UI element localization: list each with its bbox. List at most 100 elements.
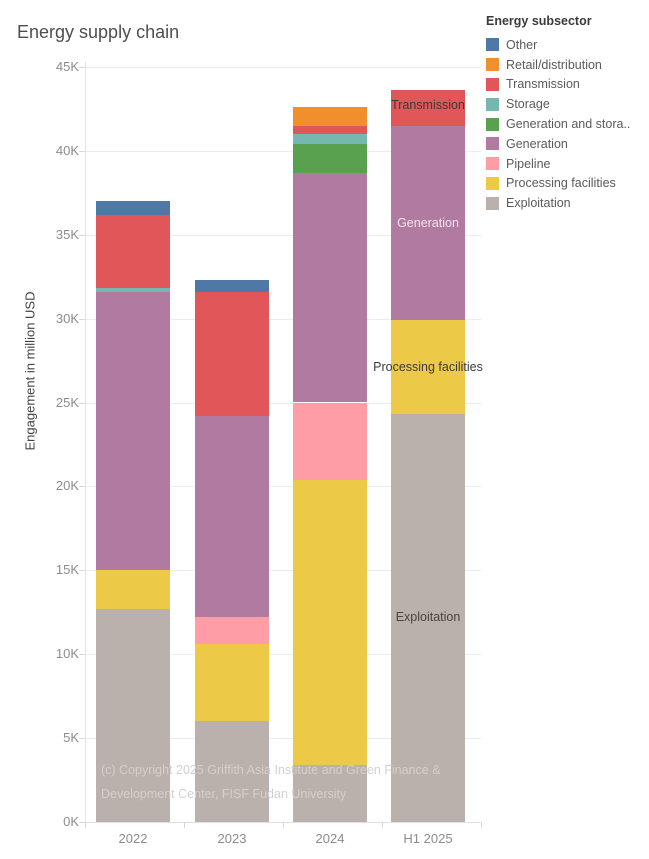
legend-item-processing-facilities[interactable]: Processing facilities: [486, 174, 648, 194]
bar-segment-2024-generation-and-storage[interactable]: [293, 144, 367, 173]
bar-label-processing-facilities: Processing facilities: [373, 360, 483, 375]
legend-item-generation[interactable]: Generation: [486, 134, 648, 154]
legend-label-generation-and-stora: Generation and stora..: [506, 117, 631, 132]
bar-segment-2024-retail-distribution[interactable]: [293, 107, 367, 126]
copyright-note: (c) Copyright 2025 Griffith Asia Institu…: [101, 758, 441, 806]
gridline-30k: [85, 318, 481, 320]
gridline-25k: [85, 402, 481, 404]
bar-segment-2022-storage[interactable]: [96, 288, 170, 292]
gridline-15k: [85, 570, 481, 572]
bar-segment-2024-pipeline[interactable]: [293, 402, 367, 480]
gridline-20k: [85, 486, 481, 488]
legend-label-exploitation: Exploitation: [506, 196, 571, 211]
legend-swatch-generation: [486, 137, 499, 151]
y-axis-tick-40k: [79, 150, 85, 152]
legend-item-generation-and-stora[interactable]: Generation and stora..: [486, 114, 648, 134]
bar-label-transmission: Transmission: [391, 98, 465, 113]
legend-swatch-transmission: [486, 77, 499, 91]
y-tick-label-25k: 25K: [55, 394, 79, 410]
x-axis-tick: [85, 822, 86, 828]
gridline-45k: [85, 66, 481, 68]
bar-segment-2024-generation[interactable]: [293, 172, 367, 403]
y-axis-line: [85, 62, 86, 822]
legend-label-other: Other: [506, 37, 538, 52]
y-axis-tick-5k: [79, 738, 85, 740]
bar-segment-2022-generation[interactable]: [96, 291, 170, 571]
legend-swatch-exploitation: [486, 196, 499, 210]
copyright-line-1: (c) Copyright 2025 Griffith Asia Institu…: [101, 763, 441, 777]
x-tick-label-2023: 2023: [217, 831, 247, 846]
legend-swatch-retail-distribution: [486, 58, 499, 72]
bar-segment-2024-exploitation[interactable]: [293, 764, 367, 822]
y-axis-tick-25k: [79, 402, 85, 404]
y-axis-tick-10k: [79, 654, 85, 656]
legend-label-storage: Storage: [506, 97, 550, 112]
legend-swatch-generation-and-stora: [486, 117, 499, 131]
y-axis-tick-30k: [79, 318, 85, 320]
legend-item-exploitation[interactable]: Exploitation: [486, 193, 648, 213]
legend-label-processing-facilities: Processing facilities: [506, 176, 616, 191]
bar-segment-2022-exploitation[interactable]: [96, 608, 170, 822]
legend-label-transmission: Transmission: [506, 77, 580, 92]
y-tick-label-15k: 15K: [55, 562, 79, 578]
bar-segment-2022-other[interactable]: [96, 201, 170, 215]
gridline-10k: [85, 654, 481, 656]
bar-segment-2022-processing-facilities[interactable]: [96, 570, 170, 609]
y-tick-label-40k: 40K: [55, 142, 79, 158]
x-axis-tick: [481, 822, 482, 828]
y-axis-tick-45k: [79, 66, 85, 68]
y-tick-label-35k: 35K: [55, 226, 79, 242]
y-tick-label-20k: 20K: [55, 478, 79, 494]
bar-segment-2024-transmission[interactable]: [293, 125, 367, 134]
copyright-line-2: Development Center, FISF Fudan Universit…: [101, 787, 347, 801]
x-axis-tick: [283, 822, 284, 828]
legend-swatch-storage: [486, 97, 499, 111]
gridline-5k: [85, 738, 481, 740]
bar-segment-2024-processing-facilities[interactable]: [293, 479, 367, 765]
legend-label-generation: Generation: [506, 136, 568, 151]
x-tick-label-2022: 2022: [118, 831, 148, 846]
bar-segment-h1-2025-exploitation[interactable]: [391, 414, 465, 822]
legend-title: Energy subsector: [486, 14, 592, 28]
legend-item-pipeline[interactable]: Pipeline: [486, 154, 648, 174]
bar-segment-h1-2025-transmission[interactable]: [391, 90, 465, 126]
legend: Energy subsector Other Retail/distributio…: [486, 14, 648, 213]
bar-label-exploitation: Exploitation: [395, 610, 461, 625]
y-tick-label-30k: 30K: [55, 310, 79, 326]
bar-segment-2023-other[interactable]: [195, 280, 269, 292]
y-axis-tick-15k: [79, 570, 85, 572]
y-tick-label-45k: 45K: [55, 58, 79, 74]
x-tick-label-2024: 2024: [315, 831, 345, 846]
gridline-35k: [85, 234, 481, 236]
y-tick-label-0k: 0K: [63, 814, 79, 829]
bar-segment-2023-transmission[interactable]: [195, 291, 269, 416]
legend-label-retail-distribution: Retail/distribution: [506, 57, 602, 72]
legend-item-other[interactable]: Other: [486, 35, 648, 55]
y-axis-tick-20k: [79, 486, 85, 488]
chart-title: Energy supply chain: [17, 22, 180, 42]
bar-segment-2023-processing-facilities[interactable]: [195, 644, 269, 722]
bar-segment-2023-generation[interactable]: [195, 415, 269, 618]
x-axis-tick: [382, 822, 383, 828]
x-axis-tick: [184, 822, 185, 828]
legend-item-retail-distribution[interactable]: Retail/distribution: [486, 55, 648, 75]
y-axis-tick-0k: [79, 822, 85, 823]
bar-label-generation: Generation: [397, 215, 459, 230]
legend-swatch-pipeline: [486, 157, 499, 171]
legend-item-storage[interactable]: Storage: [486, 94, 648, 114]
x-tick-label-h1-2025: H1 2025: [403, 831, 453, 846]
bar-segment-2023-exploitation[interactable]: [195, 721, 269, 822]
bar-segment-h1-2025-generation[interactable]: [391, 125, 465, 321]
y-tick-label-5k: 5K: [63, 730, 79, 746]
gridline-40k: [85, 150, 481, 152]
y-axis-tick-35k: [79, 234, 85, 236]
legend-swatch-processing-facilities: [486, 176, 499, 190]
bar-segment-2024-storage[interactable]: [293, 134, 367, 145]
y-tick-label-10k: 10K: [55, 646, 79, 662]
bar-segment-h1-2025-processing-facilities[interactable]: [391, 320, 465, 415]
bar-segment-2022-transmission[interactable]: [96, 214, 170, 289]
bar-segment-2023-pipeline[interactable]: [195, 617, 269, 645]
legend-item-transmission[interactable]: Transmission: [486, 75, 648, 95]
